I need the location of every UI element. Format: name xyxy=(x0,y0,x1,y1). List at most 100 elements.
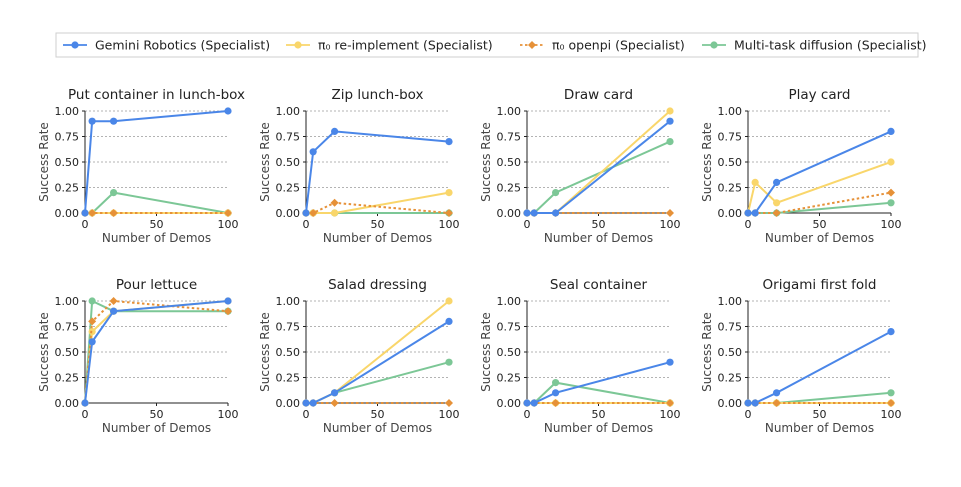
panel-title: Seal container xyxy=(550,277,648,293)
data-point xyxy=(666,399,674,407)
data-point xyxy=(110,307,118,315)
x-tick-label: 0 xyxy=(303,408,310,421)
x-axis-label: Number of Demos xyxy=(544,421,653,435)
data-point xyxy=(887,127,895,135)
series-line xyxy=(85,191,229,214)
x-tick-label: 100 xyxy=(660,408,681,421)
series-gemini-robotics-specialist xyxy=(744,127,895,217)
data-point xyxy=(523,399,531,407)
legend-frame xyxy=(55,32,919,58)
x-tick-label: 100 xyxy=(881,408,902,421)
x-tick-label: 0 xyxy=(82,408,89,421)
series-gemini-robotics-specialist xyxy=(81,297,232,407)
data-point xyxy=(330,399,339,407)
y-tick-label: 0.50 xyxy=(497,346,522,359)
series-line xyxy=(84,300,229,404)
x-tick-label: 100 xyxy=(218,408,239,421)
y-tick-label: 0.00 xyxy=(497,207,522,220)
series-line xyxy=(748,330,892,404)
y-tick-label: 0.50 xyxy=(497,156,522,169)
x-tick-label: 100 xyxy=(218,218,239,231)
series-line xyxy=(84,110,229,214)
data-point xyxy=(751,178,759,186)
data-point xyxy=(331,209,339,217)
y-tick-label: 0.00 xyxy=(497,397,522,410)
y-tick-label: 0.25 xyxy=(55,182,80,195)
panel-title: Put container in lunch-box xyxy=(68,87,245,103)
series-line xyxy=(748,191,892,214)
y-tick-label: 1.00 xyxy=(497,295,522,308)
y-axis-label: Success Rate xyxy=(479,122,493,202)
panel-put-container-in-lunch-box: Put container in lunch-box 0.00 0.25 0.50 0.… xyxy=(37,87,245,245)
data-point xyxy=(773,178,781,186)
legend-label: Gemini Robotics (Specialist) xyxy=(95,38,270,53)
data-point xyxy=(330,198,339,207)
series-line xyxy=(748,130,892,214)
series-gemini-robotics-specialist xyxy=(523,358,674,407)
data-point xyxy=(772,399,781,407)
data-point xyxy=(302,399,310,407)
data-point xyxy=(751,209,759,217)
y-tick-label: 0.25 xyxy=(276,182,301,195)
series-gemini-robotics-specialist xyxy=(81,107,232,217)
panel-seal-container: Seal container 0.00 0.25 0.50 0.75 1.00 0 50 100… xyxy=(479,277,681,435)
y-tick-label: 0.75 xyxy=(55,321,80,334)
y-axis-label: Success Rate xyxy=(37,122,51,202)
data-point xyxy=(88,117,96,125)
data-point xyxy=(445,189,453,197)
data-point xyxy=(224,307,232,316)
x-tick-label: 0 xyxy=(745,218,752,231)
x-tick-label: 0 xyxy=(524,218,531,231)
y-tick-label: 0.00 xyxy=(55,397,80,410)
data-point xyxy=(552,209,560,217)
data-point xyxy=(445,209,453,217)
panel-title: Pour lettuce xyxy=(116,277,197,293)
series-line xyxy=(84,299,229,404)
y-axis-label: Success Rate xyxy=(258,122,272,202)
series-gemini-robotics-specialist xyxy=(523,117,674,217)
data-point xyxy=(666,107,674,115)
data-point xyxy=(887,328,895,336)
y-tick-label: 0.50 xyxy=(276,156,301,169)
y-tick-label: 0.75 xyxy=(276,321,301,334)
y-tick-label: 0.00 xyxy=(718,207,743,220)
panel-pour-lettuce: Pour lettuce 0.00 0.25 0.50 0.75 1.00 0 50 100 Nu… xyxy=(37,277,239,435)
x-axis-label: Number of Demos xyxy=(544,231,653,245)
series-gemini-robotics-specialist xyxy=(302,127,453,217)
data-point xyxy=(331,389,339,397)
x-axis-label: Number of Demos xyxy=(765,421,874,435)
data-point xyxy=(110,117,118,125)
panel-title: Zip lunch-box xyxy=(332,87,424,103)
legend-item-multi-task-diffusion-specialist: Multi-task diffusion (Specialist) xyxy=(702,38,927,53)
x-tick-label: 50 xyxy=(813,408,827,421)
legend-marker xyxy=(528,41,536,49)
x-axis-label: Number of Demos xyxy=(102,421,211,435)
data-point xyxy=(773,199,781,207)
chart-panels: Put container in lunch-box 0.00 0.25 0.50 0.… xyxy=(37,87,902,435)
panel-title: Salad dressing xyxy=(328,277,427,293)
y-tick-label: 0.25 xyxy=(497,182,522,195)
data-point xyxy=(772,209,781,217)
y-tick-label: 0.25 xyxy=(718,182,743,195)
y-tick-label: 0.00 xyxy=(718,397,743,410)
data-point xyxy=(110,189,118,197)
y-axis-label: Success Rate xyxy=(700,122,714,202)
y-axis-label: Success Rate xyxy=(258,312,272,392)
data-point xyxy=(109,297,118,305)
x-tick-label: 0 xyxy=(82,218,89,231)
data-point xyxy=(551,399,560,407)
data-point xyxy=(552,189,560,197)
legend-marker xyxy=(710,41,718,49)
data-point xyxy=(88,317,97,326)
x-tick-label: 50 xyxy=(371,218,385,231)
y-tick-label: 1.00 xyxy=(55,105,80,118)
panel-title: Play card xyxy=(788,87,850,103)
x-tick-label: 50 xyxy=(150,408,164,421)
y-tick-label: 0.25 xyxy=(276,372,301,385)
series-gemini-robotics-specialist xyxy=(744,328,895,407)
data-point xyxy=(445,399,453,407)
y-tick-label: 0.75 xyxy=(55,131,80,144)
y-tick-label: 0.00 xyxy=(55,207,80,220)
data-point xyxy=(552,379,560,387)
y-axis-label: Success Rate xyxy=(37,312,51,392)
